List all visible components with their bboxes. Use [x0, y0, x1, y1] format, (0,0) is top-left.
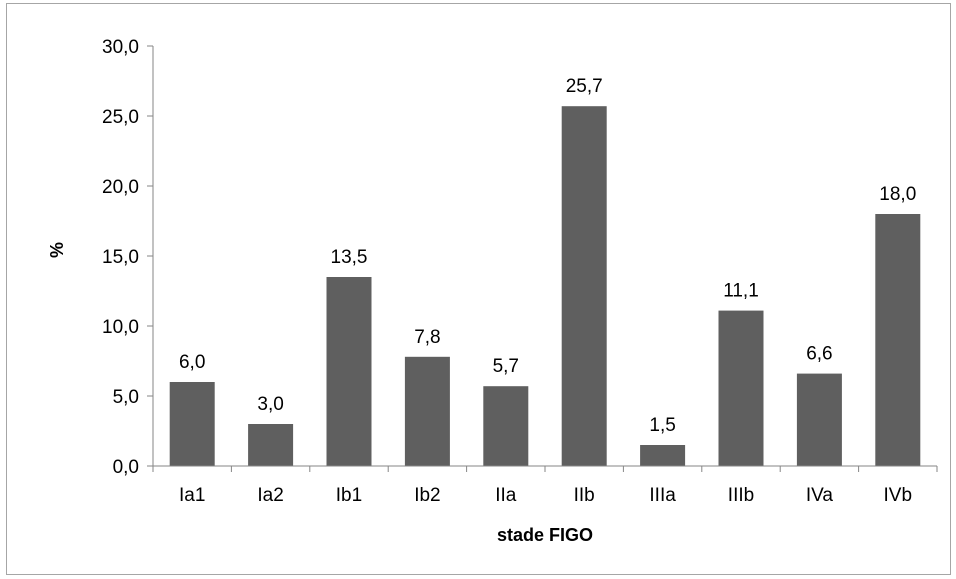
bar-chart: 0,0 5,0 10,0 15,0 20,0 25,0 30,0 6,0 3,0 13,5 7,8…	[47, 37, 938, 545]
data-label-Ib2: 7,8	[414, 327, 440, 348]
y-tick-label: 25,0	[102, 107, 139, 128]
x-tick-label: IIIb	[728, 485, 754, 506]
x-tick-label: IIa	[495, 485, 517, 506]
bar-Ib1	[326, 277, 372, 466]
x-tick-label: Ia1	[179, 485, 205, 506]
x-tick-label: IIIa	[649, 485, 676, 506]
x-axis-title: stade FIGO	[497, 525, 593, 545]
bar-IIIb	[718, 310, 764, 466]
bar-IIIa	[640, 445, 686, 466]
y-axis-title: %	[47, 242, 67, 258]
data-label-Ia2: 3,0	[257, 394, 283, 415]
y-axis: 0,0 5,0 10,0 15,0 20,0 25,0 30,0	[102, 37, 154, 478]
data-label-Ia1: 6,0	[179, 352, 205, 373]
value-labels: 6,0 3,0 13,5 7,8 5,7 25,7 1,5 11,1 6,6 18,0	[179, 76, 916, 436]
bar-IVa	[796, 373, 842, 466]
y-tick-label: 15,0	[102, 247, 139, 268]
data-label-IIIa: 1,5	[649, 415, 675, 436]
x-tick-label: IVb	[884, 485, 913, 506]
data-label-IIb: 25,7	[566, 76, 603, 97]
x-axis: Ia1 Ia2 Ib1 Ib2 IIa IIb IIIa IIIb IVa IVb	[152, 465, 938, 506]
y-tick-label: 10,0	[102, 317, 139, 338]
data-label-IVb: 18,0	[879, 184, 916, 205]
y-tick-label: 0,0	[113, 457, 139, 478]
bars	[169, 106, 921, 466]
chart-frame: 0,0 5,0 10,0 15,0 20,0 25,0 30,0 6,0 3,0 13,5 7,8…	[6, 3, 951, 575]
bar-Ia1	[169, 382, 215, 466]
data-label-IIIb: 11,1	[723, 281, 759, 302]
x-tick-label: Ib1	[336, 485, 362, 506]
data-label-IIa: 5,7	[493, 356, 519, 377]
x-tick-label: Ib2	[414, 485, 440, 506]
y-tick-label: 30,0	[102, 37, 139, 58]
x-tick-label: Ia2	[257, 485, 283, 506]
y-tick-label: 5,0	[113, 387, 139, 408]
bar-IIa	[483, 386, 529, 466]
x-tick-label: IVa	[806, 485, 834, 506]
y-tick-label: 20,0	[102, 177, 139, 198]
bar-Ib2	[404, 356, 450, 466]
bar-IVb	[875, 214, 921, 466]
bar-IIb	[561, 106, 607, 466]
bar-Ia2	[248, 424, 294, 466]
data-label-IVa: 6,6	[806, 344, 832, 365]
x-tick-label: IIb	[574, 485, 595, 506]
data-label-Ib1: 13,5	[331, 247, 368, 268]
